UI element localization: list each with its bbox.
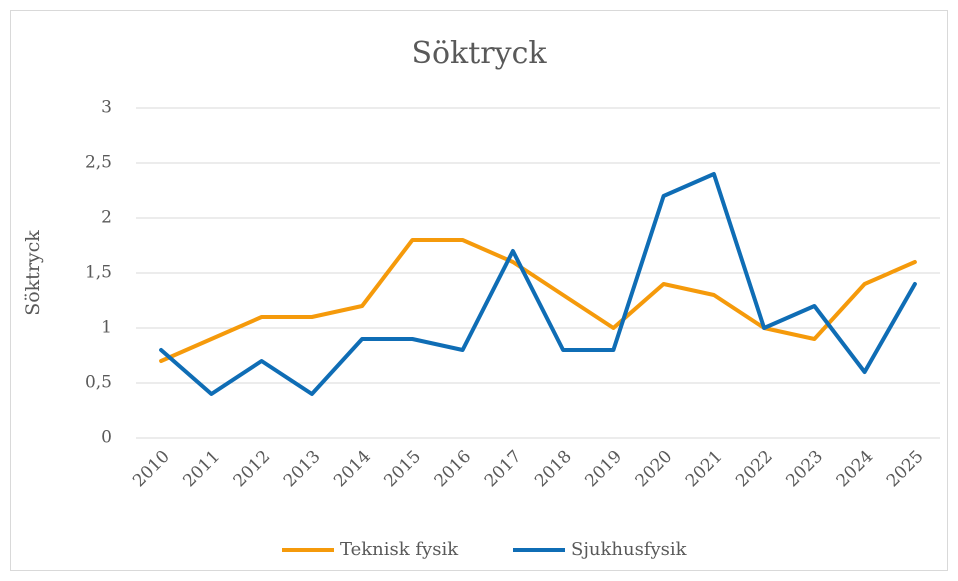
y-tick-label: 1 — [101, 318, 112, 338]
y-tick-label: 0,5 — [85, 373, 112, 393]
series-line — [159, 172, 917, 396]
chart-title: Söktryck — [411, 36, 547, 71]
series-line — [159, 238, 917, 363]
y-tick-label: 2 — [101, 208, 112, 228]
y-tick-label: 2,5 — [85, 153, 112, 173]
legend-label: Sjukhusfysik — [571, 539, 688, 560]
y-tick-label: 1,5 — [85, 263, 112, 283]
y-tick-label: 3 — [101, 98, 112, 118]
y-tick-label: 0 — [101, 428, 112, 448]
legend-label: Teknisk fysik — [340, 539, 459, 560]
chart-border — [10, 10, 948, 571]
y-axis-label: Söktryck — [22, 230, 44, 316]
